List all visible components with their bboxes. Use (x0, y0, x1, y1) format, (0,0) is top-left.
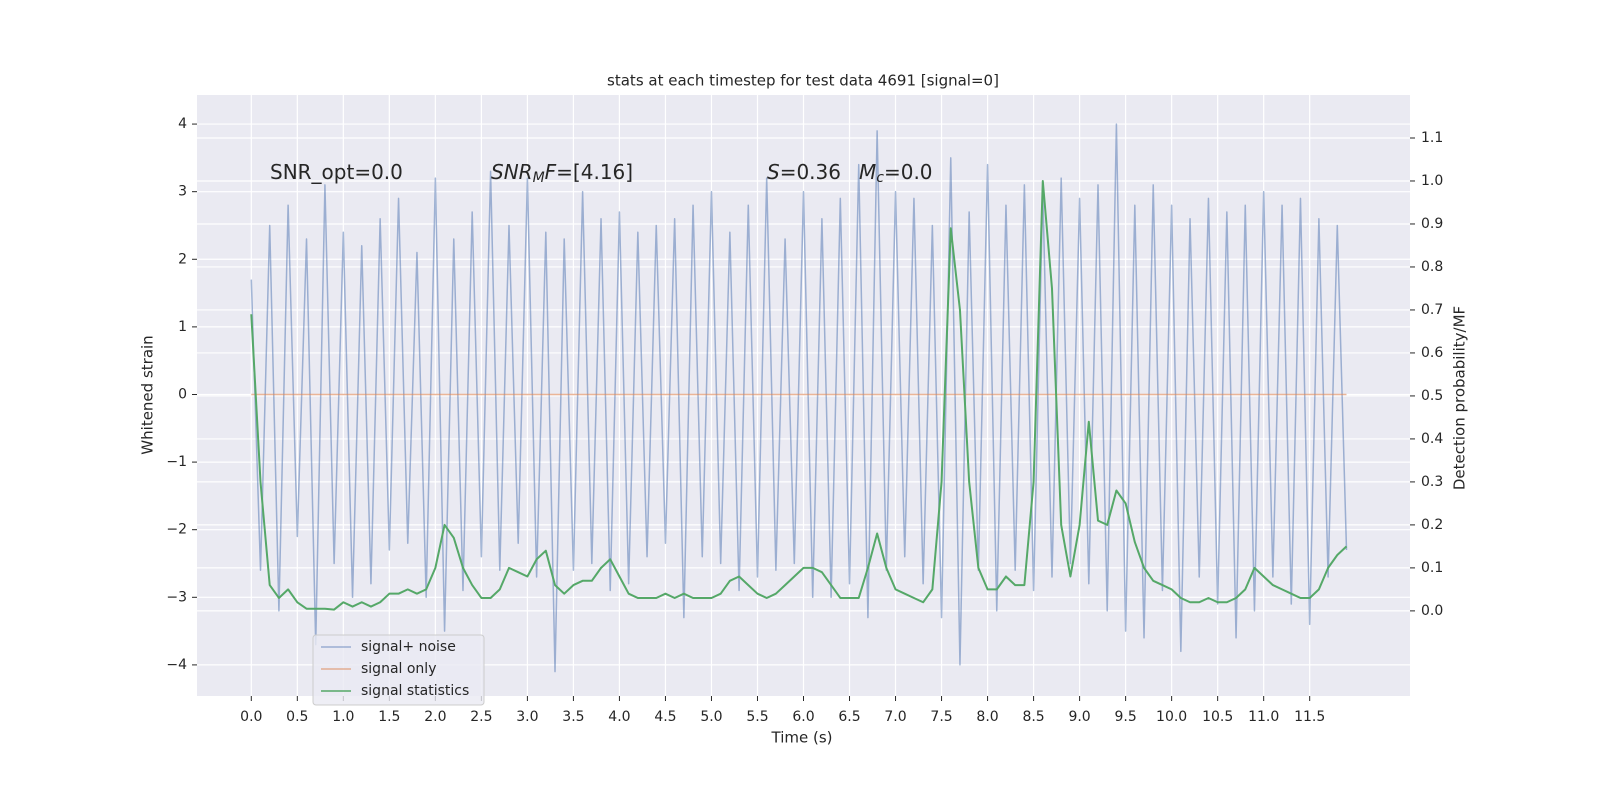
annotation-part: SNR (491, 160, 533, 184)
y-tick-label: −1 (166, 454, 187, 470)
annotation-part: S (767, 160, 780, 184)
x-axis-label: Time (s) (771, 729, 833, 747)
x-tick-label: 2.0 (424, 709, 446, 725)
annotation-part: c (876, 170, 884, 186)
y2-tick-label: 0.1 (1421, 560, 1443, 576)
series-line (250, 179, 1348, 611)
x-tick-label: 3.5 (562, 709, 584, 725)
y2-tick-label: 0.0 (1421, 603, 1443, 619)
annotation-part: F (545, 160, 557, 184)
legend-box (312, 634, 485, 706)
y-tick-label: 4 (178, 116, 187, 132)
y-tick-label: 3 (178, 184, 187, 200)
y2-tick-label: 0.3 (1421, 474, 1443, 490)
x-tick-label: 4.5 (654, 709, 676, 725)
series-line (250, 123, 1348, 673)
y2-axis-label: Detection probability/MF (1451, 306, 1469, 490)
x-tick-label: 8.5 (1022, 709, 1044, 725)
y2-tick-label: 0.5 (1421, 388, 1443, 404)
y-tick-label: 2 (178, 251, 187, 267)
x-tick-label: 5.0 (700, 709, 722, 725)
x-tick-label: 4.0 (608, 709, 630, 725)
y2-tick-label: 0.9 (1421, 216, 1443, 232)
y2-tick-label: 0.2 (1421, 517, 1443, 533)
x-tick-label: 5.5 (746, 709, 768, 725)
annotation-part: =[4.16] (556, 160, 633, 184)
y-tick-label: −4 (166, 657, 187, 673)
legend-label: signal+ noise (361, 639, 456, 655)
y-tick-label: −2 (166, 522, 187, 538)
x-tick-label: 10.5 (1202, 709, 1233, 725)
annotation-part: =0.0 (884, 160, 933, 184)
annotation-part: M (533, 170, 545, 186)
annotation-part: M (859, 160, 876, 184)
x-tick-label: 9.0 (1068, 709, 1090, 725)
legend-label: signal statistics (361, 683, 469, 699)
x-tick-label: 7.0 (884, 709, 906, 725)
x-tick-label: 11.5 (1294, 709, 1325, 725)
y2-tick-label: 1.0 (1421, 173, 1443, 189)
x-tick-label: 3.0 (516, 709, 538, 725)
y2-tick-label: 0.7 (1421, 302, 1443, 318)
annotation: SNR_opt=0.0 (270, 160, 403, 184)
x-tick-label: 11.0 (1248, 709, 1279, 725)
y2-tick-label: 0.8 (1421, 259, 1443, 275)
x-tick-label: 1.5 (378, 709, 400, 725)
x-tick-label: 0.5 (286, 709, 308, 725)
annotation-part: =0.36 (780, 160, 841, 184)
chart-title: stats at each timestep for test data 469… (607, 72, 999, 90)
y-tick-label: 0 (178, 386, 187, 402)
x-tick-label: 7.5 (930, 709, 952, 725)
y-tick-label: 1 (178, 319, 187, 335)
x-tick-label: 9.5 (1114, 709, 1136, 725)
annotation: SNRMF=[4.16] (491, 160, 633, 187)
y-axis-label: Whitened strain (139, 335, 157, 454)
y-tick-label: −3 (166, 589, 187, 605)
x-tick-label: 10.0 (1156, 709, 1187, 725)
x-tick-label: 2.5 (470, 709, 492, 725)
x-tick-label: 1.0 (332, 709, 354, 725)
x-tick-label: 8.0 (976, 709, 998, 725)
x-tick-label: 6.0 (792, 709, 814, 725)
y2-tick-label: 0.6 (1421, 345, 1443, 361)
legend-label: signal only (361, 661, 436, 677)
y2-tick-label: 0.4 (1421, 431, 1443, 447)
annotation: S=0.36 (767, 160, 841, 184)
x-tick-label: 6.5 (838, 709, 860, 725)
y2-tick-label: 1.1 (1421, 130, 1443, 146)
x-tick-label: 0.0 (240, 709, 262, 725)
annotation: Mc=0.0 (859, 160, 933, 187)
annotation-part: SNR_opt=0.0 (270, 160, 403, 184)
